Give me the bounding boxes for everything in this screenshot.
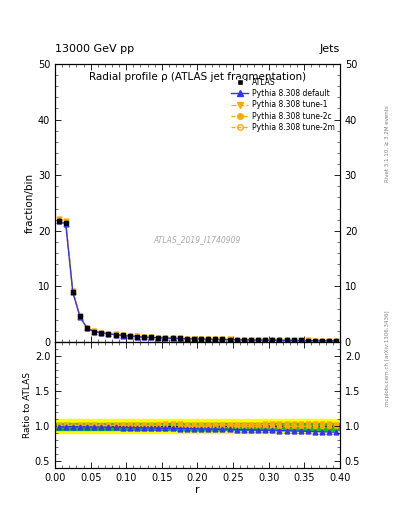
Text: mcplots.cern.ch [arXiv:1306.3436]: mcplots.cern.ch [arXiv:1306.3436] — [385, 311, 390, 406]
X-axis label: r: r — [195, 485, 200, 495]
Bar — [55, 419, 340, 433]
Y-axis label: fraction/bin: fraction/bin — [25, 173, 35, 233]
Text: Rivet 3.1.10, ≥ 3.2M events: Rivet 3.1.10, ≥ 3.2M events — [385, 105, 390, 182]
Legend: ATLAS, Pythia 8.308 default, Pythia 8.308 tune-1, Pythia 8.308 tune-2c, Pythia 8: ATLAS, Pythia 8.308 default, Pythia 8.30… — [230, 76, 336, 134]
Bar — [55, 423, 340, 430]
Y-axis label: Ratio to ATLAS: Ratio to ATLAS — [23, 372, 32, 438]
Text: Jets: Jets — [320, 44, 340, 54]
Text: ATLAS_2019_I1740909: ATLAS_2019_I1740909 — [154, 234, 241, 244]
Text: 13000 GeV pp: 13000 GeV pp — [55, 44, 134, 54]
Text: Radial profile ρ (ATLAS jet fragmentation): Radial profile ρ (ATLAS jet fragmentatio… — [89, 72, 306, 82]
